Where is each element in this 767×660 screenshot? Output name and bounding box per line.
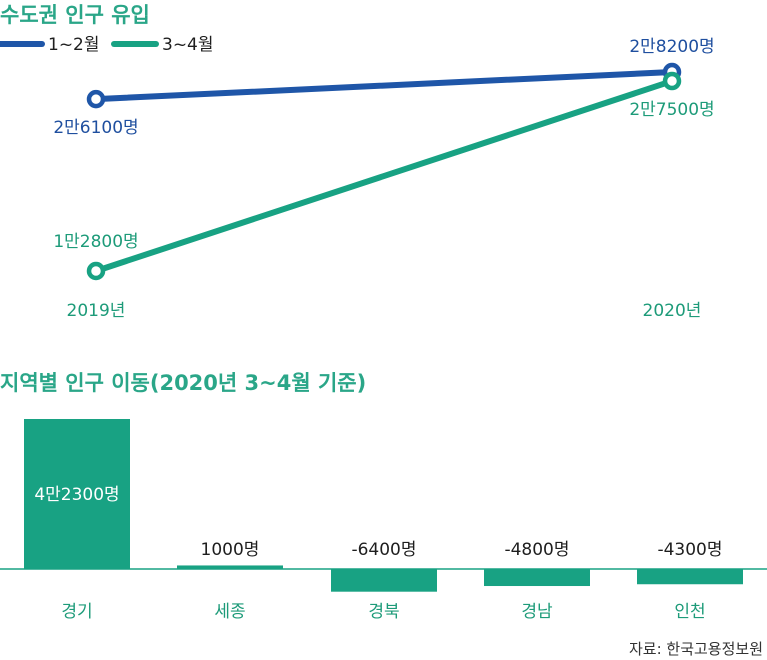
x-tick-label-1: 2019년: [67, 301, 126, 321]
bar-5: [637, 569, 743, 585]
category-label-4: 경남: [521, 602, 553, 622]
series-2-point-1: [86, 261, 106, 281]
series-2-point-2: [662, 71, 682, 91]
series-line-2: [93, 78, 675, 274]
category-label-1: 경기: [61, 602, 92, 622]
x-tick-label-2: 2020년: [643, 301, 702, 321]
bar-4: [484, 569, 590, 587]
series-1-point-1: [86, 89, 106, 109]
bar-3: [331, 569, 437, 592]
line-chart-title: 수도권 인구 유입: [0, 3, 150, 27]
bar-data-label-3: -6400명: [351, 540, 416, 560]
series-2-data-label-1: 1만2800명: [53, 232, 138, 252]
bar-1: [24, 419, 130, 569]
category-label-3: 경북: [368, 602, 399, 622]
series-1-data-label-1: 2만6100명: [53, 118, 138, 138]
series-line-1: [93, 69, 675, 103]
bar-data-label-1: 4만2300명: [34, 485, 119, 505]
bar-data-label-2: 1000명: [201, 540, 260, 560]
bar-data-label-4: -4800명: [504, 540, 569, 560]
source-note: 자료: 한국고용정보원: [629, 640, 763, 658]
bar-data-label-5: -4300명: [657, 540, 722, 560]
bar-2: [177, 565, 283, 569]
series-1-data-label-2: 2만8200명: [629, 37, 714, 57]
category-label-2: 세종: [214, 602, 245, 622]
legend-label-1: 1~2월: [48, 35, 100, 55]
series-2-data-label-2: 2만7500명: [629, 100, 714, 120]
bar-chart-title: 지역별 인구 이동(2020년 3~4월 기준): [0, 371, 366, 395]
legend-label-2: 3~4월: [162, 35, 214, 55]
line-plot-area: 2만6100명 2만8200명 1만2800명 2만7500명 2019년 2020년: [53, 37, 714, 321]
category-label-5: 인천: [674, 602, 705, 622]
